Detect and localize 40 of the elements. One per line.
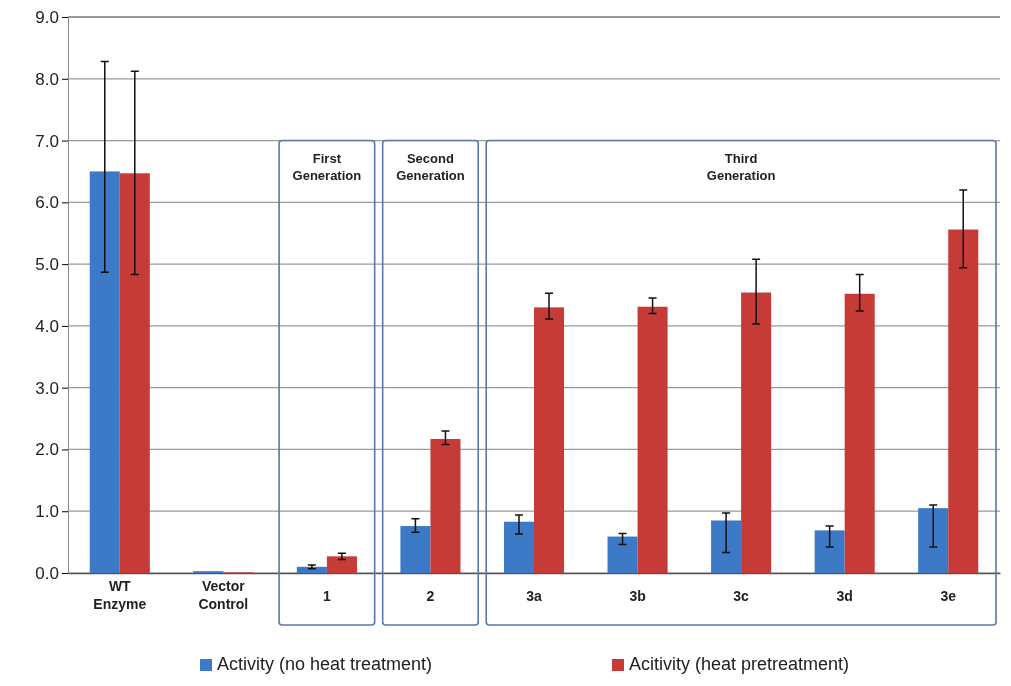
x-tick-label: 3c [733,587,750,604]
x-tick-label: 2 [426,587,435,604]
bar [918,508,949,573]
x-tick-label: 1 [322,587,331,604]
y-tick-label: 9.0 [35,7,59,27]
y-tick-label: 8.0 [35,69,59,89]
bar [296,566,327,573]
y-tick-label: 5.0 [35,255,59,275]
bar [741,292,772,573]
x-tick-label: 3d [836,587,853,604]
bar [711,520,742,573]
y-tick-label: 6.0 [35,193,59,213]
annotation: Third Generation [706,150,776,184]
x-tick-label: 3b [629,587,646,604]
bar [607,536,638,573]
bar [400,526,431,573]
bar [637,306,668,573]
annotation: First Generation [292,150,362,184]
bar [844,293,875,573]
y-tick-label: 4.0 [35,316,59,336]
annotation: Second Generation [396,150,465,184]
legend-label: Activity (no heat treatment) [217,654,433,674]
bar [814,530,845,573]
x-tick-label: 3a [526,587,542,604]
y-tick-label: 2.0 [35,440,59,460]
y-tick-label: 1.0 [35,502,59,522]
legend-label: Acitivity (heat pretreatment) [629,654,850,674]
bar [503,521,534,573]
y-tick-label: 7.0 [35,131,59,151]
bar [534,307,565,573]
y-tick-label: 3.0 [35,378,59,398]
x-tick-label: WT Enzyme [93,578,147,613]
bar [119,173,150,573]
x-tick-label: Vector Control [198,578,249,613]
y-tick-label: 0.0 [35,563,59,583]
bar [89,171,120,573]
bar [326,556,357,573]
bar [430,438,461,573]
x-tick-label: 3e [940,587,957,604]
bar [948,229,979,573]
